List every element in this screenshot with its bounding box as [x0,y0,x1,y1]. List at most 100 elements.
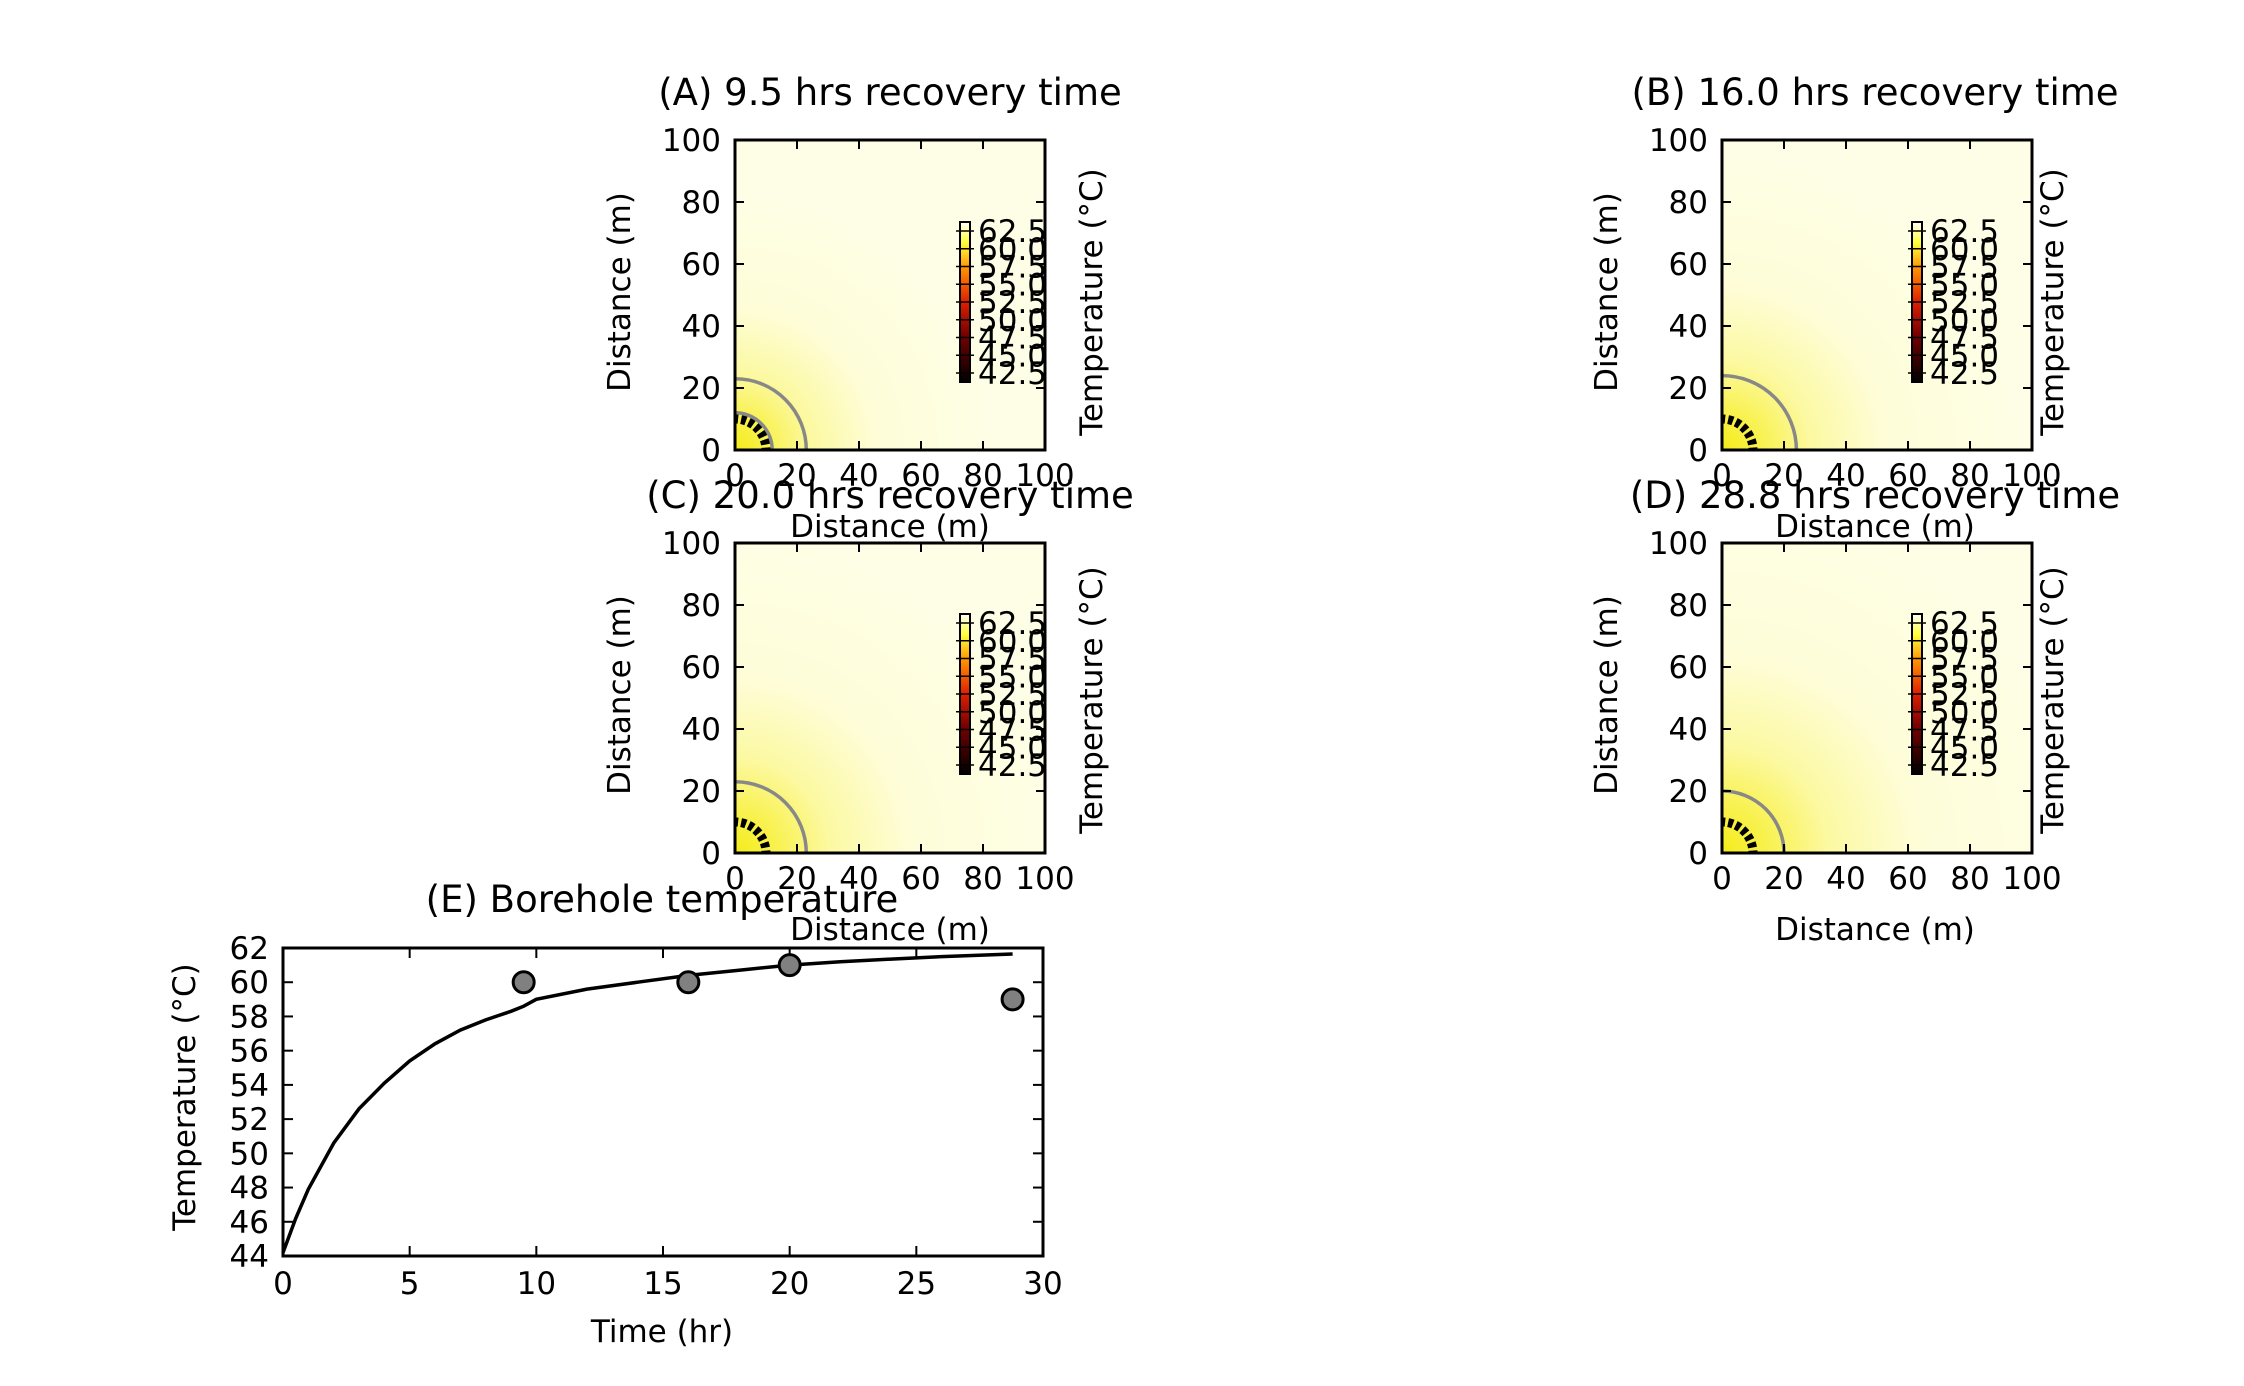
colorbar-tick-label: 62.5 [1930,214,1999,250]
panel-b-colorbar-label: Temperature (°C) [2035,168,2071,437]
panel-e-frame [281,946,1045,1258]
colorbar-tick-label: 57.5 [1930,642,1999,678]
y-tick-label: 20 [1669,774,1708,810]
panel-d-title: (D) 28.8 hrs recovery time [1630,474,2120,517]
panel-b-frame [1720,138,2034,452]
y-tick-label: 54 [230,1068,269,1104]
panel-e-title: (E) Borehole temperature [426,878,899,921]
y-tick-label: 52 [230,1102,269,1138]
panel-d-heatmap: (D) 28.8 hrs recovery time Distance (m) … [1589,474,2120,948]
colorbar-tick-label: 52.5 [978,285,1047,321]
x-tick-label: 20 [1764,861,1803,897]
panel-c-xlabel: Distance (m) [790,912,990,948]
x-tick-label: 40 [1826,458,1865,494]
colorbar-tick-label: 50.0 [978,695,1047,731]
y-tick-label: 60 [1669,650,1708,686]
colorbar-tick-label: 57.5 [978,250,1047,286]
colorbar-tick-label: 45.0 [978,730,1047,766]
y-tick-label: 40 [1669,309,1708,345]
y-tick-label: 80 [682,185,721,221]
y-tick-label: 100 [1649,526,1708,562]
y-tick-label: 0 [701,433,721,469]
x-tick-label: 30 [1023,1266,1062,1302]
colorbar-tick-label: 62.5 [1930,606,1999,642]
y-tick-label: 40 [682,712,721,748]
x-tick-label: 0 [725,458,745,494]
x-tick-label: 20 [770,1266,809,1302]
y-tick-label: 80 [1669,185,1708,221]
colorbar-tick-label: 45.0 [1930,730,1999,766]
colorbar-tick-label: 60.0 [1930,232,1999,268]
panel-c-heat-field [735,543,1045,853]
panel-e-line-chart: (E) Borehole temperature Time (hr) Tempe… [167,878,1063,1350]
x-tick-label: 0 [1712,458,1732,494]
x-tick-label: 20 [777,458,816,494]
x-tick-label: 100 [2002,861,2061,897]
colorbar-tick-label: 45.0 [978,338,1047,374]
x-tick-label: 5 [400,1266,420,1302]
model-temperature-line [281,952,1013,1254]
y-tick-label: 20 [682,371,721,407]
x-tick-label: 80 [1950,458,1989,494]
y-tick-label: 0 [1688,836,1708,872]
x-tick-label: 20 [1764,458,1803,494]
panel-e-xlabel: Time (hr) [590,1314,733,1350]
panel-a-heatmap: (A) 9.5 hrs recovery time Distance (m) D… [602,71,1122,545]
panel-d-ylabel: Distance (m) [1589,595,1625,795]
panel-c-title: (C) 20.0 hrs recovery time [646,474,1134,517]
y-tick-label: 40 [682,309,721,345]
observed-temperature-point [777,953,802,978]
panel-c-ylabel: Distance (m) [602,595,638,795]
colorbar-tick-label: 55.0 [1930,659,1999,695]
y-tick-label: 60 [1669,247,1708,283]
colorbar-tick-label: 52.5 [978,677,1047,713]
x-tick-label: 0 [1712,861,1732,897]
x-tick-label: 40 [1826,861,1865,897]
x-tick-label: 15 [643,1266,682,1302]
x-tick-label: 40 [839,861,878,897]
panel-a-title: (A) 9.5 hrs recovery time [658,71,1122,114]
observed-temperature-point [511,970,536,995]
x-tick-label: 60 [1888,861,1927,897]
colorbar-tick-label: 47.5 [978,321,1047,357]
colorbar-tick-label: 52.5 [1930,677,1999,713]
x-tick-label: 10 [517,1266,556,1302]
colorbar-tick-label: 55.0 [978,659,1047,695]
y-tick-label: 48 [230,1171,269,1207]
panel-d-colorbar-label: Temperature (°C) [2035,566,2071,835]
panel-e-ylabel: Temperature (°C) [167,963,203,1232]
panel-c-heatmap: (C) 20.0 hrs recovery time Distance (m) … [602,474,1134,948]
colorbar-tick-label: 55.0 [1930,267,1999,303]
panel-a-frame [733,138,1047,452]
colorbar-tick-label: 60.0 [978,624,1047,660]
y-tick-label: 20 [682,774,721,810]
colorbar-tick-label: 62.5 [978,606,1047,642]
panel-a-heat-field [735,140,1045,450]
panel-b-heatmap: (B) 16.0 hrs recovery time Distance (m) … [1589,71,2119,545]
x-tick-label: 100 [1015,861,1074,897]
y-tick-label: 0 [1688,433,1708,469]
colorbar-tick-label: 57.5 [1930,250,1999,286]
panel-b-title: (B) 16.0 hrs recovery time [1631,71,2118,114]
y-tick-label: 80 [682,588,721,624]
x-tick-label: 80 [963,458,1002,494]
x-tick-label: 0 [273,1266,293,1302]
y-tick-label: 60 [682,650,721,686]
x-tick-label: 25 [897,1266,936,1302]
colorbar-tick-label: 52.5 [1930,285,1999,321]
panel-d-xlabel: Distance (m) [1775,912,1975,948]
colorbar-tick-label: 47.5 [1930,713,1999,749]
y-tick-label: 62 [230,931,269,967]
x-tick-label: 0 [725,861,745,897]
colorbar-tick-label: 45.0 [1930,338,1999,374]
panel-a-ylabel: Distance (m) [602,192,638,392]
colorbar-tick-label: 50.0 [1930,695,1999,731]
colorbar-tick-label: 50.0 [978,303,1047,339]
colorbar-tick-label: 55.0 [978,267,1047,303]
y-tick-label: 40 [1669,712,1708,748]
x-tick-label: 60 [901,458,940,494]
colorbar-tick-label: 47.5 [1930,321,1999,357]
y-tick-label: 50 [230,1136,269,1172]
y-tick-label: 80 [1669,588,1708,624]
panel-b-xlabel: Distance (m) [1775,509,1975,545]
